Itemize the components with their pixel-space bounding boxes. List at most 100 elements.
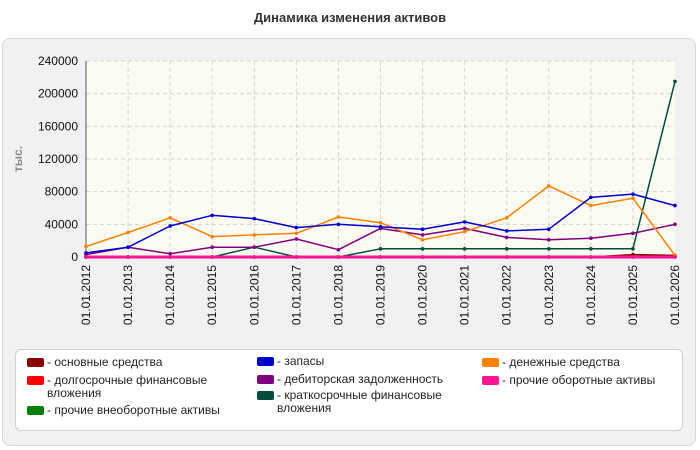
legend-item: - денежные средства: [482, 356, 620, 369]
data-point: [126, 230, 130, 235]
data-point: [294, 225, 299, 230]
x-tick-label: 01.01.2015: [205, 265, 219, 325]
data-point: [294, 237, 299, 241]
data-point: [462, 247, 467, 251]
y-tick-label: 40000: [45, 217, 79, 231]
data-point: [294, 231, 299, 236]
chart-title: Динамика изменения активов: [253, 10, 447, 25]
legend-label: - денежные средства: [502, 355, 620, 369]
legend-item: - прочие оборотные активы: [482, 374, 655, 387]
legend-swatch: [27, 376, 44, 385]
data-point: [252, 255, 257, 259]
data-point: [126, 245, 130, 249]
data-point: [589, 247, 593, 251]
data-point: [462, 220, 467, 224]
data-point: [673, 255, 677, 259]
x-tick-label: 01.01.2013: [121, 265, 135, 325]
data-point: [631, 192, 635, 196]
data-point: [546, 238, 551, 242]
x-tick-label: 01.01.2021: [458, 265, 472, 325]
legend-swatch: [257, 391, 274, 400]
data-point: [84, 251, 88, 255]
data-point: [589, 203, 593, 208]
x-tick-label: 01.01.2016: [247, 265, 261, 325]
data-point: [462, 229, 467, 234]
data-point: [378, 255, 383, 259]
data-point: [252, 216, 257, 221]
data-point: [673, 222, 677, 227]
legend-label: - прочие внеоборотные активы: [47, 403, 220, 417]
data-point: [546, 227, 551, 232]
data-point: [589, 236, 593, 241]
legend-label: - основные средства: [47, 355, 163, 369]
data-point: [336, 222, 341, 227]
legend-swatch: [482, 358, 499, 367]
x-tick-label: 01.01.2025: [626, 265, 640, 325]
data-point: [546, 184, 551, 188]
y-tick-label: 160000: [38, 119, 78, 133]
legend-item: - запасы: [257, 355, 324, 368]
data-point: [631, 255, 635, 259]
data-point: [462, 255, 467, 259]
data-point: [631, 231, 635, 236]
data-point: [589, 255, 593, 259]
data-point: [336, 215, 341, 219]
data-point: [420, 247, 425, 251]
data-point: [168, 251, 172, 256]
x-tick-label: 01.01.2014: [163, 265, 177, 325]
x-tick-label: 01.01.2026: [668, 265, 682, 325]
data-point: [504, 247, 509, 251]
data-point: [631, 196, 635, 200]
x-tick-label: 01.01.2024: [584, 265, 598, 325]
legend-label: - дебиторская задолженность: [277, 372, 444, 386]
data-point: [673, 203, 677, 208]
legend-label: - запасы: [277, 354, 325, 368]
x-tick-label: 01.01.2022: [500, 265, 514, 325]
data-point: [504, 255, 509, 259]
data-point: [84, 255, 88, 259]
y-tick-label: 80000: [45, 185, 79, 199]
data-point: [378, 220, 383, 225]
data-point: [546, 247, 551, 251]
y-tick-label: 200000: [38, 87, 78, 101]
legend-item: - долгосрочные финансовые вложения: [27, 374, 241, 400]
legend-label: - прочие оборотные активы: [502, 373, 656, 387]
data-point: [126, 255, 130, 259]
x-tick-label: 01.01.2019: [374, 265, 388, 325]
data-point: [336, 247, 341, 252]
y-tick-label: 120000: [38, 152, 78, 166]
legend-swatch: [257, 375, 274, 384]
data-point: [420, 233, 425, 237]
x-tick-label: 01.01.2020: [416, 265, 430, 325]
data-point: [168, 216, 172, 220]
data-point: [378, 224, 383, 229]
data-point: [378, 247, 383, 251]
data-point: [673, 79, 677, 84]
legend-item: - прочие внеоборотные активы: [27, 404, 220, 417]
data-point: [336, 255, 341, 259]
chart-legend: - основные средства - запасы - денежные …: [15, 349, 683, 431]
legend-swatch: [27, 358, 44, 367]
legend-label: - краткосрочные финансовые вложения: [277, 388, 442, 415]
legend-label: - долгосрочные финансовые вложения: [47, 373, 208, 400]
legend-swatch: [27, 406, 44, 415]
data-point: [168, 224, 172, 228]
legend-item: - основные средства: [27, 356, 162, 369]
y-tick-label: 0: [71, 250, 78, 264]
data-point: [546, 255, 551, 259]
data-point: [504, 229, 509, 233]
data-point: [589, 195, 593, 200]
legend-item: - дебиторская задолженность: [257, 373, 443, 386]
data-point: [210, 255, 215, 259]
data-point: [504, 235, 509, 240]
data-point: [210, 245, 215, 249]
x-tick-label: 01.01.2023: [542, 265, 556, 325]
x-tick-label: 01.01.2018: [331, 265, 345, 325]
y-tick-label: 240000: [38, 54, 78, 68]
data-point: [210, 213, 215, 218]
data-point: [84, 244, 88, 249]
x-tick-label: 01.01.2012: [79, 265, 93, 325]
data-point: [420, 238, 425, 242]
data-point: [168, 255, 172, 259]
